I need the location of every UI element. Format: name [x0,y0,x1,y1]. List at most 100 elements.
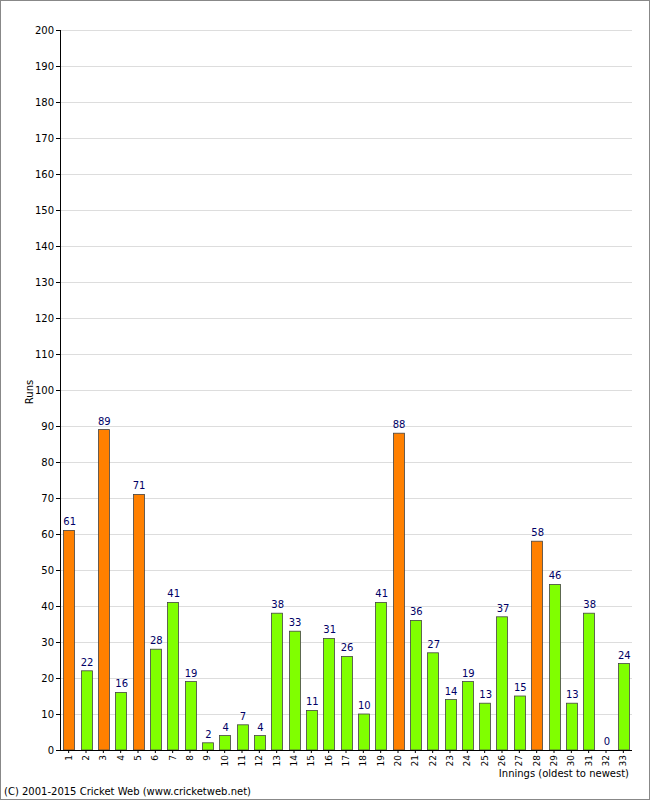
data-label: 22 [81,657,94,668]
bar [411,620,422,750]
bar [376,602,387,750]
bar [515,696,526,750]
data-label: 4 [222,722,228,733]
x-tick [363,750,364,753]
data-label: 89 [98,416,111,427]
grid-line [60,282,632,283]
y-tick-label: 140 [35,241,54,252]
bar [463,682,474,750]
bar [497,617,508,750]
data-label: 19 [185,668,198,679]
grid-line [60,570,632,571]
grid-line [60,606,632,607]
x-tick-label: 28 [532,755,542,767]
grid-line [60,534,632,535]
bar [238,725,249,750]
grid-line [60,426,632,427]
grid-line [60,138,632,139]
x-tick-label: 6 [150,755,160,761]
y-tick-label: 60 [41,529,54,540]
data-label: 41 [375,588,388,599]
x-tick [380,750,381,753]
x-tick [86,750,87,753]
y-tick [56,462,60,463]
x-tick-label: 25 [480,755,490,766]
x-tick [502,750,503,753]
data-label: 11 [306,696,319,707]
x-tick [68,750,69,753]
grid-line [60,390,632,391]
y-tick-label: 70 [41,493,54,504]
x-tick-label: 20 [393,755,403,767]
bar [602,750,613,751]
data-label: 27 [427,639,440,650]
bar [446,700,457,750]
y-tick-label: 110 [35,349,54,360]
bar [324,638,335,750]
annotation: (C) 2001-2015 Cricket Web (www.cricketwe… [4,786,251,797]
y-tick-label: 80 [41,457,54,468]
bar [428,653,439,750]
y-tick [56,246,60,247]
x-tick [328,750,329,753]
y-tick [56,498,60,499]
x-axis-label: Innings (oldest to newest) [499,768,629,779]
x-tick [155,750,156,753]
x-tick-label: 32 [601,755,611,766]
x-tick-label: 8 [185,755,195,761]
x-tick [484,750,485,753]
x-tick [536,750,537,753]
data-label: 26 [341,642,354,653]
bar [290,631,301,750]
x-tick [519,750,520,753]
y-tick [56,390,60,391]
grid-line [60,354,632,355]
x-tick-label: 15 [306,755,316,766]
x-tick [172,750,173,753]
x-tick [276,750,277,753]
data-label: 15 [514,682,527,693]
y-tick [56,138,60,139]
x-tick-label: 22 [428,755,438,766]
y-tick [56,30,60,31]
data-label: 31 [323,624,336,635]
chart: 0102030405060708090100110120130140150160… [0,0,650,800]
y-tick-label: 10 [41,709,54,720]
y-tick-label: 180 [35,97,54,108]
y-tick [56,354,60,355]
x-tick-label: 13 [272,755,282,766]
data-label: 24 [618,650,631,661]
x-tick-label: 12 [254,755,264,766]
data-label: 36 [410,606,423,617]
y-tick-label: 160 [35,169,54,180]
bar [220,736,231,750]
x-tick-label: 19 [376,755,386,767]
bar [82,671,93,750]
data-label: 28 [150,635,163,646]
y-tick-label: 120 [35,313,54,324]
x-tick-label: 5 [133,755,143,761]
y-tick-label: 100 [35,385,54,396]
x-tick [588,750,589,753]
x-tick-label: 29 [549,755,559,767]
x-tick-label: 23 [445,755,455,766]
data-label: 14 [445,686,458,697]
y-tick [56,714,60,715]
x-tick-label: 4 [116,755,126,761]
y-tick-label: 0 [48,745,54,756]
grid-line [60,462,632,463]
x-tick [606,750,607,753]
x-tick-label: 26 [497,755,507,767]
data-label: 88 [393,419,406,430]
y-tick [56,282,60,283]
x-tick [450,750,451,753]
bar [550,584,561,750]
x-tick-label: 33 [618,755,628,766]
data-label: 37 [497,603,510,614]
x-tick-label: 14 [289,755,299,767]
grid-line [60,318,632,319]
x-tick [415,750,416,753]
x-tick-label: 9 [202,755,212,761]
data-label: 13 [566,689,579,700]
data-label: 58 [531,527,544,538]
